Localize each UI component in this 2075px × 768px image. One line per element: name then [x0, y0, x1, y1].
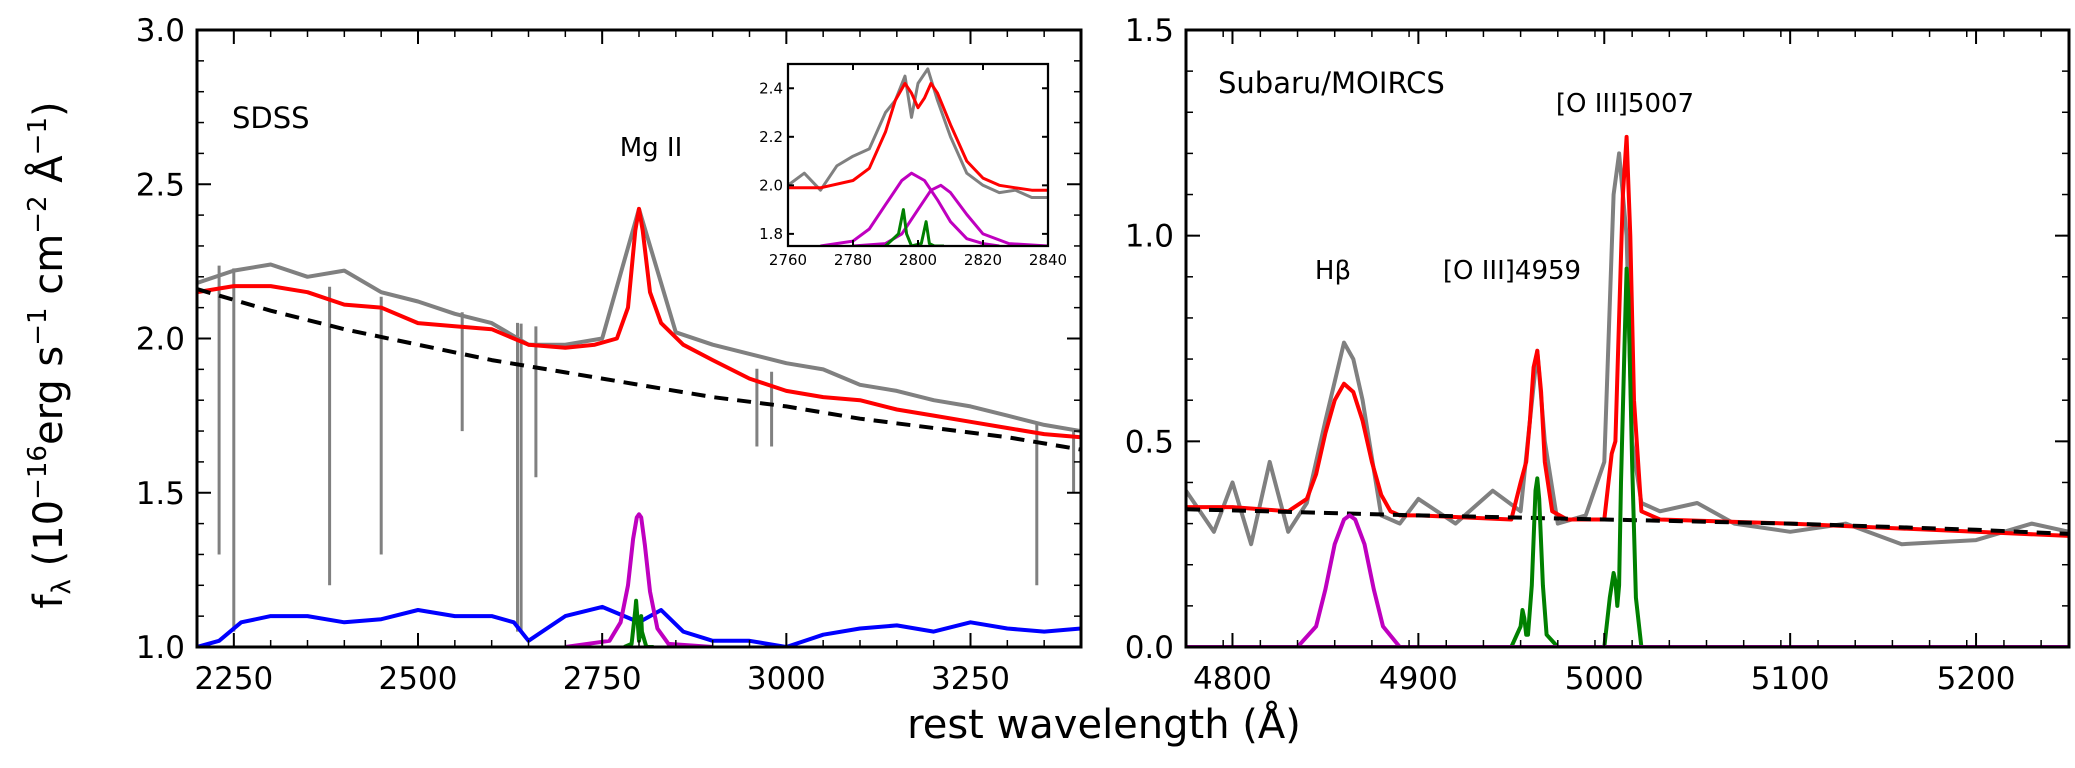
y-tick-label: 2.2	[759, 128, 783, 146]
series-fe-ii-template	[197, 604, 1081, 647]
x-tick-label: 2780	[834, 251, 872, 269]
y-title-erg: erg s	[26, 346, 72, 445]
series-total-model	[197, 206, 1081, 440]
x-tick-label: 5200	[1937, 661, 2016, 697]
series-absorption-dips	[217, 265, 1076, 632]
y-title-f: f	[26, 594, 72, 609]
x-tick-label: 4800	[1193, 661, 1272, 697]
x-tick-label: 2750	[563, 661, 642, 697]
series-mg-ii-broad	[565, 512, 713, 647]
y-tick-label: 2.0	[759, 176, 783, 194]
y-tick-label: 0.0	[1125, 630, 1174, 666]
annotation-hbeta: Hβ	[1315, 256, 1351, 286]
series-mg-ii-broad-1	[820, 171, 1000, 246]
annotation-oiii-4959: [O III]4959	[1443, 256, 1581, 286]
y-tick-label: 0.5	[1125, 424, 1174, 460]
annotation-hbeta-text: Hβ	[1315, 256, 1351, 286]
y-tick-label: 2.4	[759, 79, 783, 97]
y-title-exp16: −16	[23, 445, 53, 500]
y-title-open: (10	[26, 500, 72, 579]
series-group	[1186, 134, 2069, 647]
panel-label-sdss: SDSS	[232, 101, 310, 135]
annotation-mgii: Mg II	[620, 133, 683, 163]
y-title-close: )	[26, 101, 72, 117]
y-tick-label: 1.0	[136, 630, 185, 666]
x-axis-title: rest wavelength (Å)	[907, 700, 1301, 748]
y-tick-label: 2.0	[136, 322, 185, 358]
annotation-oiii-5007: [O III]5007	[1556, 89, 1694, 119]
x-tick-label: 2500	[379, 661, 458, 697]
x-tick-label: 2820	[964, 251, 1002, 269]
y-tick-label: 1.0	[1125, 219, 1174, 255]
y-tick-label: 2.5	[136, 167, 185, 203]
x-tick-label: 2800	[899, 251, 937, 269]
y-tick-label: 1.8	[759, 225, 783, 243]
y-title-exp-m1b: −1	[23, 117, 53, 155]
panel-moircs: 4800 4900 5000 5100 5200 0.0 0.5 1.0 1.5	[1125, 13, 2071, 697]
series-power-law-continuum	[1186, 507, 2069, 536]
series-mg-ii-narrow	[884, 208, 944, 246]
x-tick-label: 5000	[1565, 661, 1644, 697]
x-tick-label: 3250	[931, 661, 1010, 697]
x-tick-label: 3000	[747, 661, 826, 697]
x-tick-label: 2250	[194, 661, 273, 697]
series-h-beta-broad	[1186, 513, 2069, 647]
y-tick-label: 1.5	[1125, 13, 1174, 49]
y-title-exp-m2: −2	[23, 195, 53, 233]
x-tick-label: 2840	[1029, 251, 1067, 269]
x-tick-label: 5100	[1751, 661, 1830, 697]
series-group	[197, 206, 1081, 647]
x-tick-label: 2760	[769, 251, 807, 269]
y-tick-label: 1.5	[136, 476, 185, 512]
x-tick-label: 4900	[1379, 661, 1458, 697]
series-total-model	[1186, 134, 2069, 538]
axes-frame	[1184, 28, 2071, 649]
series-total-model	[788, 81, 1048, 192]
y-title-cm: cm	[26, 234, 72, 308]
plot-area	[788, 64, 1048, 246]
panel-inset-mgii: 2760 2780 2800 2820 2840 1.8 2.0 2.2 2.4	[759, 62, 1067, 269]
y-title-lambda: λ	[47, 579, 77, 594]
y-title-ang: Å	[24, 155, 72, 196]
panel-label-moircs: Subaru/MOIRCS	[1218, 66, 1445, 100]
series-group	[788, 67, 1048, 246]
series--o-iii-narrow	[1186, 266, 2069, 647]
y-axis-title: fλ (10−16erg s−1 cm−2 Å−1)	[23, 101, 77, 608]
y-title-exp-m1a: −1	[23, 307, 53, 345]
y-tick-label: 3.0	[136, 13, 185, 49]
